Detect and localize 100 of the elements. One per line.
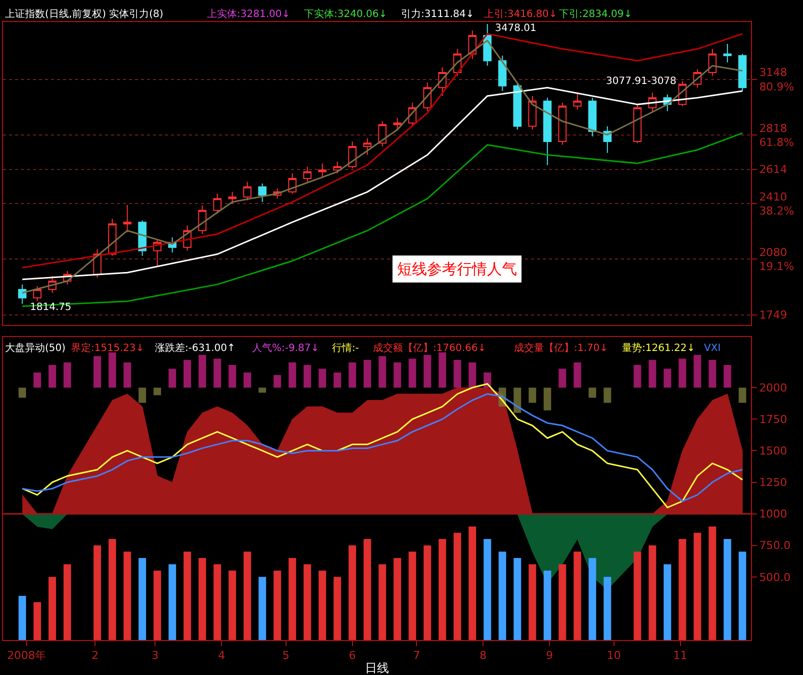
annotation: 量势:1261.22↓ [622,342,696,354]
bar [544,570,552,640]
bar [468,526,476,640]
bar [64,362,72,388]
bar [664,368,672,388]
bar [168,368,176,388]
x-tick-label: 9 [546,649,554,662]
x-tick-label: 5 [282,649,290,662]
y-tick-label: 3148 80.9% [759,66,794,94]
y-tick-label: 2080 19.1% [759,246,794,274]
bar [108,352,116,388]
bar [258,576,266,640]
candlestick [393,117,402,130]
candlestick [303,166,312,182]
bar [514,558,522,640]
chart-title: 上证指数(日线,前复权) 实体引力(8) [5,8,164,20]
candlestick [258,183,267,203]
bar [214,358,222,388]
y-tick-label: 2818 61.8% [759,122,794,150]
text: 下实体:3240.06↓ [304,8,388,20]
annotation: 成交量【亿】:1.70↓ [514,342,608,354]
bar [634,552,642,640]
bar [244,552,252,640]
y-tick-label: 1749 [759,308,788,322]
bar [648,545,656,640]
bar [34,602,42,640]
bar [574,362,582,388]
bar [364,539,372,640]
annotation: 行情:- [332,342,360,354]
y-tick-label: 1750 [759,413,788,426]
bar [304,364,312,388]
bar [198,354,206,388]
bar [454,360,462,388]
candlestick [588,97,597,137]
bar [424,354,432,388]
bar [274,375,282,388]
bar [48,364,56,388]
bar [154,388,162,396]
bar [724,364,732,388]
bar [94,545,102,640]
bar [694,532,702,640]
bar [634,364,642,388]
bar [408,358,416,388]
bar [498,552,506,640]
bar [348,545,356,640]
bar [228,364,236,388]
candlestick [378,120,387,147]
bar [288,362,296,388]
y-tick-label: 1500 [759,444,788,458]
annotation: 界定:1515.23↓ [71,342,144,354]
bar [438,352,446,388]
candlestick [318,162,327,178]
candlestick [573,92,582,110]
candlestick [738,53,747,92]
bar [544,388,552,410]
candlestick [498,55,507,92]
annotation: VXI [704,343,721,354]
bar [454,532,462,640]
candlestick [528,96,537,130]
bar [708,360,716,388]
bar [304,564,312,640]
bar [64,564,72,640]
y-tick-label: 1250 [759,476,788,490]
bar [184,552,192,640]
candlestick [33,286,42,302]
bar [124,552,132,640]
bar [318,570,326,640]
bar [138,558,146,640]
x-tick-label: 2008年 [7,649,46,662]
text: 大盘异动(50) [5,342,66,354]
bar [318,368,326,388]
bar [378,564,386,640]
bar [214,564,222,640]
bar [574,552,582,640]
bar [588,558,596,640]
annotation: 3077.91-3078 [606,76,676,87]
bar [274,570,282,640]
bar [394,362,402,388]
bar [694,354,702,388]
bar [94,356,102,388]
x-tick-label: 6 [348,649,356,662]
bar [18,388,26,398]
bar [484,539,492,640]
text: 引力:3111.84↓ [401,8,474,20]
y-tick-label: 750.0 [759,539,791,552]
bar [168,564,176,640]
text: 上实体:3281.00↓ [207,8,290,20]
text: 下引:2834.09↓ [559,9,632,20]
bar [154,570,162,640]
bar [184,360,192,388]
bar [364,360,372,388]
candlestick [123,204,132,233]
candlestick [213,193,222,214]
candlestick [558,102,567,146]
candlestick [723,43,732,63]
bar [198,558,206,640]
bar [558,368,566,388]
bar [34,372,42,388]
y-tick-label: 2614 [759,163,788,176]
annotation: 3478.01 [495,23,536,34]
